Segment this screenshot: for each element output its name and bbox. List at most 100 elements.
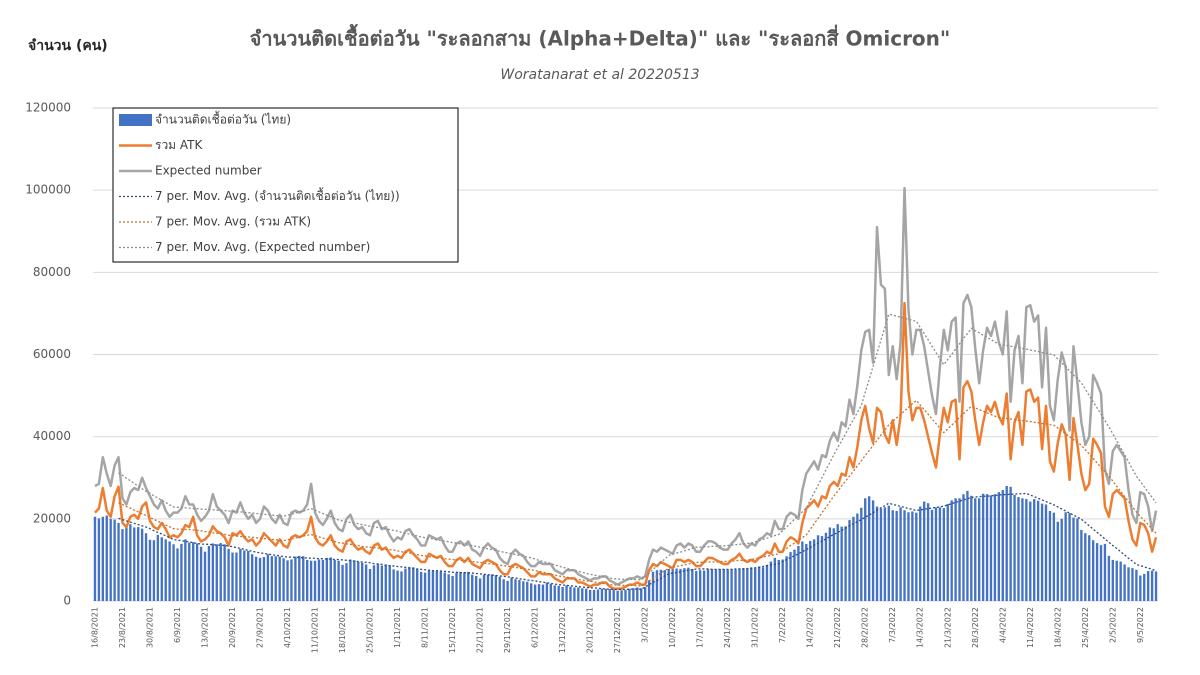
- bar: [1029, 501, 1032, 601]
- line: [118, 399, 1157, 587]
- bar: [864, 498, 867, 601]
- x-tick-label: 25/4/2022: [1081, 607, 1090, 648]
- bar: [785, 556, 788, 601]
- bar: [211, 543, 215, 601]
- bar: [1072, 517, 1075, 601]
- y-tick-label: 100000: [25, 183, 71, 197]
- bar: [738, 568, 741, 601]
- bar: [836, 524, 839, 601]
- bar: [655, 570, 659, 601]
- bar: [1068, 513, 1071, 601]
- bar: [663, 570, 666, 601]
- x-tick-label: 28/2/2022: [861, 607, 870, 648]
- line: [118, 492, 1157, 591]
- bar: [742, 568, 745, 601]
- bar: [852, 516, 855, 601]
- bar: [172, 544, 175, 601]
- bar: [1084, 533, 1087, 601]
- bar: [958, 498, 961, 601]
- x-tick-label: 6/9/2021: [173, 607, 182, 643]
- bar: [514, 579, 517, 601]
- bar: [769, 561, 773, 601]
- bar: [439, 571, 442, 601]
- bar: [215, 544, 218, 601]
- bar: [750, 567, 753, 601]
- bar: [463, 572, 466, 601]
- bar: [270, 556, 273, 601]
- bar: [695, 571, 698, 601]
- bar: [671, 568, 674, 601]
- bar: [447, 574, 450, 601]
- bar: [93, 516, 97, 601]
- bar: [1111, 559, 1114, 601]
- y-axis-label: จำนวน (คน): [28, 38, 108, 54]
- x-tick-label: 11/10/2021: [311, 607, 320, 653]
- bar: [474, 575, 478, 601]
- bar: [537, 584, 541, 601]
- bar: [380, 565, 384, 601]
- bar: [1146, 571, 1150, 601]
- x-tick-label: 24/1/2022: [723, 607, 732, 648]
- bar: [911, 511, 914, 601]
- bar: [1107, 555, 1111, 601]
- bar: [1131, 568, 1134, 601]
- bar: [1127, 567, 1130, 601]
- bar: [227, 548, 230, 601]
- bar: [604, 588, 608, 601]
- bar: [164, 539, 167, 601]
- bar: [907, 512, 910, 601]
- bar: [691, 568, 694, 601]
- bar: [144, 533, 148, 601]
- bar: [970, 495, 973, 601]
- bar: [1017, 497, 1020, 601]
- x-tick-label: 13/12/2021: [558, 607, 567, 653]
- x-tick-label: 4/10/2021: [283, 607, 292, 648]
- bar: [706, 569, 710, 601]
- chart-subtitle: Woratanarat et al 20220513: [500, 67, 699, 83]
- bar: [231, 552, 234, 601]
- bar: [431, 570, 435, 601]
- x-tick-label: 18/4/2022: [1053, 607, 1062, 648]
- bar: [199, 546, 203, 601]
- bar: [828, 527, 832, 601]
- y-tick-label: 40000: [33, 429, 71, 443]
- bar: [125, 524, 128, 601]
- bar: [510, 577, 513, 601]
- x-tick-label: 29/11/2021: [503, 607, 512, 653]
- bar: [962, 494, 965, 601]
- bar: [357, 561, 360, 601]
- x-tick-label: 4/4/2022: [998, 607, 1007, 643]
- bar: [549, 583, 553, 601]
- bar: [820, 536, 824, 601]
- legend-label: 7 per. Mov. Avg. (Expected number): [155, 240, 370, 254]
- bar: [966, 490, 969, 601]
- bar: [726, 569, 729, 601]
- bar: [459, 571, 462, 601]
- x-tick-label: 6/12/2021: [531, 607, 540, 648]
- bar: [298, 555, 301, 601]
- x-tick-label: 31/1/2022: [751, 607, 760, 648]
- bar: [1040, 503, 1044, 601]
- bar: [797, 545, 800, 601]
- bar: [266, 554, 270, 601]
- bar: [809, 541, 812, 601]
- bar: [247, 550, 250, 601]
- bar: [974, 498, 977, 601]
- bar: [832, 528, 835, 601]
- bar: [710, 568, 714, 601]
- x-tick-label: 3/1/2022: [641, 607, 650, 643]
- bar: [321, 559, 325, 601]
- bar: [533, 584, 537, 601]
- bar: [467, 571, 470, 601]
- legend-label: Expected number: [155, 164, 262, 178]
- bar: [628, 588, 631, 601]
- bar: [565, 585, 568, 601]
- x-tick-label: 14/2/2022: [806, 607, 815, 648]
- bar: [553, 585, 556, 601]
- bar: [875, 506, 879, 601]
- bar: [612, 589, 615, 601]
- bar: [274, 556, 277, 601]
- bar: [592, 589, 596, 601]
- bar: [471, 574, 474, 601]
